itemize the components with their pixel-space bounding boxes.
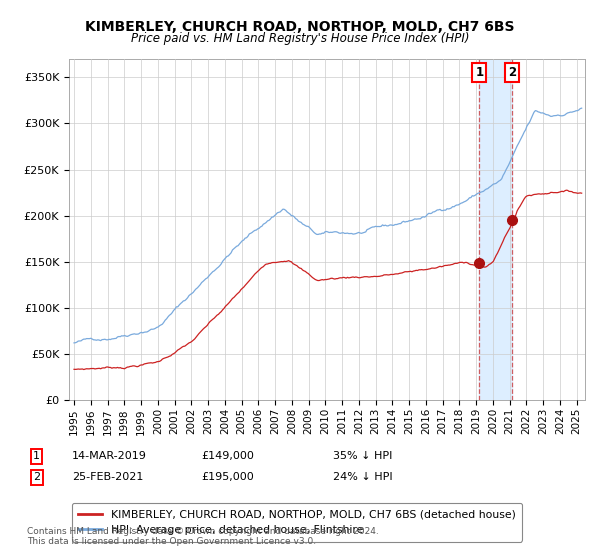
Text: 14-MAR-2019: 14-MAR-2019: [72, 451, 147, 461]
Text: 2: 2: [33, 472, 40, 482]
Text: KIMBERLEY, CHURCH ROAD, NORTHOP, MOLD, CH7 6BS: KIMBERLEY, CHURCH ROAD, NORTHOP, MOLD, C…: [85, 20, 515, 34]
Legend: KIMBERLEY, CHURCH ROAD, NORTHOP, MOLD, CH7 6BS (detached house), HPI: Average pr: KIMBERLEY, CHURCH ROAD, NORTHOP, MOLD, C…: [72, 503, 522, 542]
Bar: [479, 59, 512, 400]
Text: 24% ↓ HPI: 24% ↓ HPI: [333, 472, 392, 482]
Text: Contains HM Land Registry data © Crown copyright and database right 2024.
This d: Contains HM Land Registry data © Crown c…: [27, 526, 379, 546]
Text: Price paid vs. HM Land Registry's House Price Index (HPI): Price paid vs. HM Land Registry's House …: [131, 32, 469, 45]
Text: 35% ↓ HPI: 35% ↓ HPI: [333, 451, 392, 461]
Text: 25-FEB-2021: 25-FEB-2021: [72, 472, 143, 482]
Text: £195,000: £195,000: [201, 472, 254, 482]
Text: 2: 2: [508, 66, 516, 79]
Text: £149,000: £149,000: [201, 451, 254, 461]
Text: 1: 1: [475, 66, 484, 79]
Text: 1: 1: [33, 451, 40, 461]
